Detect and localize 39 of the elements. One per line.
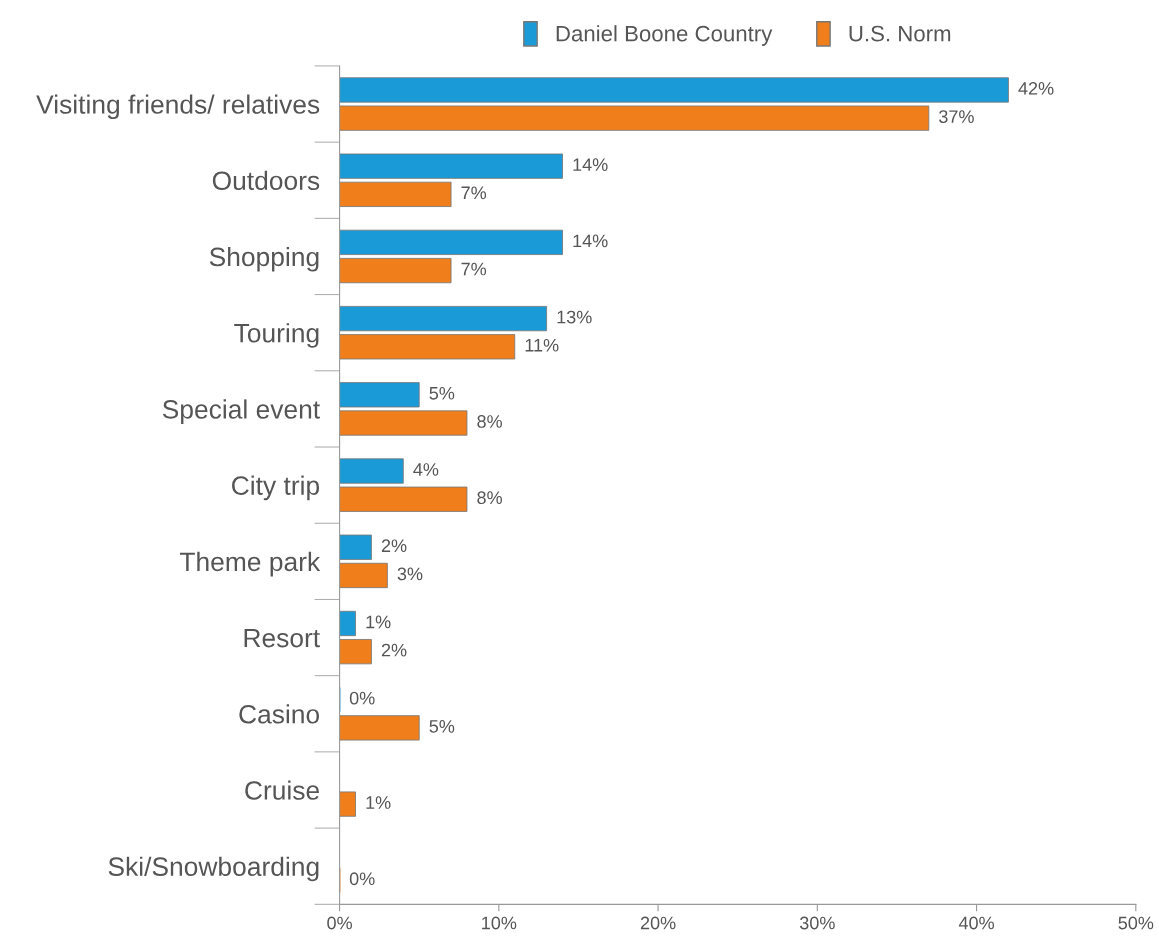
data-label: 0% <box>349 872 375 886</box>
y-tick-label: Shopping <box>209 246 319 272</box>
y-tick-label: Touring <box>234 323 319 348</box>
data-label: 3% <box>397 567 423 581</box>
y-tick-label: Ski/Snowboarding <box>108 856 319 882</box>
y-tick-label: Resort <box>244 628 320 648</box>
data-label: 5% <box>429 386 455 400</box>
x-tick-label: 40% <box>958 916 994 930</box>
data-label: 1% <box>366 796 391 809</box>
data-label: 7% <box>461 186 487 200</box>
data-label: 37% <box>939 110 974 123</box>
y-tick-label: Cruise <box>245 780 319 800</box>
data-label: 4% <box>413 463 439 476</box>
y-tick-label: City trip <box>232 475 320 501</box>
data-label: 14% <box>573 158 608 171</box>
data-label: 11% <box>525 338 559 352</box>
y-tick-label: Visiting friends/ relatives <box>36 94 320 120</box>
legend-label: Daniel Boone Country <box>556 25 773 46</box>
x-tick-label: 0% <box>327 916 352 930</box>
data-label: 8% <box>477 415 502 428</box>
y-tick-label: Special event <box>162 399 320 424</box>
x-tick-label: 50% <box>1118 916 1154 930</box>
x-tick-label: 10% <box>482 916 517 930</box>
x-tick-label: 30% <box>799 916 835 930</box>
legend-label: U.S. Norm <box>849 25 951 42</box>
data-label: 14% <box>573 234 608 248</box>
data-label: 2% <box>381 643 407 657</box>
data-label: 1% <box>366 615 391 629</box>
data-label: 7% <box>461 262 487 276</box>
y-tick-label: Outdoors <box>212 170 320 191</box>
data-label: 5% <box>429 720 455 733</box>
y-tick-label: Casino <box>239 704 320 724</box>
x-tick-label: 20% <box>640 916 676 930</box>
data-label: 8% <box>477 491 502 505</box>
data-label: 0% <box>349 691 375 705</box>
y-tick-label: Theme park <box>179 551 321 577</box>
data-label: 2% <box>381 539 407 553</box>
data-label: 42% <box>1018 82 1054 95</box>
data-label: 13% <box>557 310 592 324</box>
